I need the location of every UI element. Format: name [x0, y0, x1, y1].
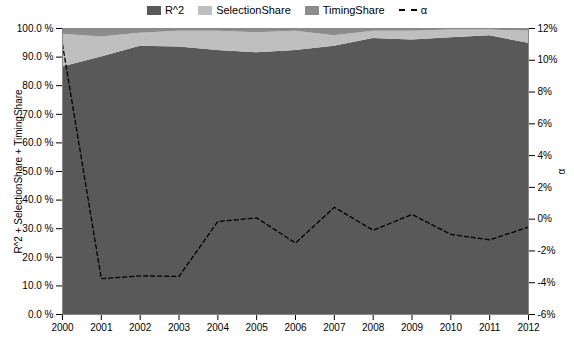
svg-text:100.0 %: 100.0 %	[17, 23, 54, 34]
svg-text:2012: 2012	[517, 322, 540, 333]
svg-text:60.0 %: 60.0 %	[22, 137, 53, 148]
svg-text:2005: 2005	[246, 322, 269, 333]
svg-text:10.0 %: 10.0 %	[22, 280, 53, 291]
svg-text:2%: 2%	[538, 182, 553, 193]
svg-text:30.0 %: 30.0 %	[22, 223, 53, 234]
html-text:TimingShare: TimingShare	[322, 4, 385, 16]
svg-text:0%: 0%	[538, 213, 553, 224]
svg-text:0.0 %: 0.0 %	[28, 309, 54, 320]
svg-text:2002: 2002	[129, 322, 152, 333]
svg-text:2001: 2001	[90, 322, 113, 333]
svg-text:2010: 2010	[440, 322, 463, 333]
svg-text:2007: 2007	[323, 322, 346, 333]
svg-text:80.0 %: 80.0 %	[22, 80, 53, 91]
svg-text:4%: 4%	[538, 150, 553, 161]
html-text:R^2: R^2	[164, 4, 185, 16]
svg-text:-6%: -6%	[538, 309, 556, 320]
svg-text:2000: 2000	[51, 322, 74, 333]
svg-text:10%: 10%	[538, 54, 558, 65]
svg-text:6%: 6%	[538, 118, 553, 129]
svg-text:70.0 %: 70.0 %	[22, 109, 53, 120]
svg-text:40.0 %: 40.0 %	[22, 194, 53, 205]
svg-text:2004: 2004	[207, 322, 230, 333]
svg-text:2011: 2011	[479, 322, 501, 333]
svg-text:8%: 8%	[538, 86, 553, 97]
svg-text:R^2 + SelectionShare + TimingS: R^2 + SelectionShare + TimingShare	[13, 89, 24, 254]
svg-text:-2%: -2%	[538, 245, 556, 256]
svg-text:90.0 %: 90.0 %	[22, 51, 53, 62]
html-text:α: α	[420, 4, 428, 16]
html-text:SelectionShare: SelectionShare	[216, 4, 291, 16]
svg-text:2003: 2003	[168, 322, 191, 333]
svg-text:50.0 %: 50.0 %	[22, 166, 53, 177]
svg-text:2008: 2008	[362, 322, 385, 333]
svg-text:-4%: -4%	[538, 277, 556, 288]
svg-text:12%: 12%	[538, 23, 558, 34]
svg-text:20.0 %: 20.0 %	[22, 252, 53, 263]
svg-text:2009: 2009	[401, 322, 424, 333]
svg-text:2006: 2006	[284, 322, 307, 333]
svg-text:α: α	[556, 168, 567, 174]
